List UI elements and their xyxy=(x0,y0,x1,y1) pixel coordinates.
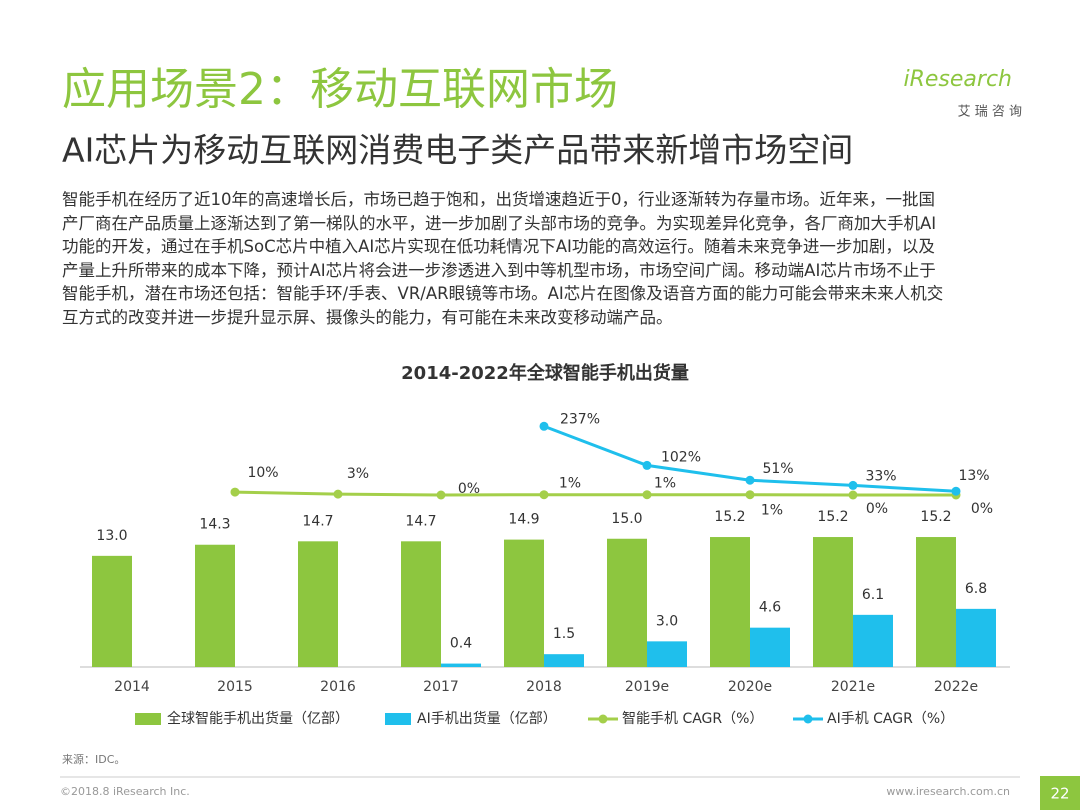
source: 来源：IDC。 xyxy=(62,752,125,766)
line-point xyxy=(848,490,858,500)
legend-label: 智能手机 CAGR（%） xyxy=(622,711,763,727)
paragraph-line: 产量上升所带来的成本下降，预计AI芯片将会进一步渗透进入到中等机型市场，市场空间… xyxy=(62,260,936,280)
value-label: 15.2 xyxy=(920,509,951,525)
bar xyxy=(750,627,790,667)
bar xyxy=(504,539,544,667)
legend-label: AI手机 CAGR（%） xyxy=(827,711,954,727)
value-label: 237% xyxy=(560,411,600,427)
x-tick-label: 2016 xyxy=(320,679,356,695)
legend-swatch xyxy=(385,713,411,725)
bar xyxy=(401,541,441,667)
value-label: 14.3 xyxy=(199,517,230,533)
value-label: 0% xyxy=(866,501,888,517)
value-label: 0% xyxy=(458,481,480,497)
x-tick-label: 2022e xyxy=(934,679,978,695)
value-label: 10% xyxy=(247,465,278,481)
bar xyxy=(607,538,647,667)
value-label: 14.7 xyxy=(405,513,436,529)
x-tick-label: 2017 xyxy=(423,679,459,695)
line-point xyxy=(951,486,961,496)
bar xyxy=(298,541,338,667)
bar xyxy=(853,614,893,667)
paragraph-line: 互方式的改变并进一步提升显示屏、摄像头的能力，有可能在未来改变移动端产品。 xyxy=(62,307,673,327)
chart-title: 2014-2022年全球智能手机出货量 xyxy=(401,362,689,384)
line-point xyxy=(436,490,446,500)
value-label: 33% xyxy=(865,468,896,484)
logo: iResearch xyxy=(904,67,1013,92)
slide-title: 应用场景2：移动互联网市场 xyxy=(62,64,618,115)
value-label: 1% xyxy=(761,503,783,519)
value-label: 15.2 xyxy=(817,509,848,525)
bar xyxy=(813,537,853,667)
line-point xyxy=(745,475,755,485)
value-label: 15.0 xyxy=(611,511,642,527)
value-label: 3% xyxy=(347,466,369,482)
url: www.iresearch.com.cn xyxy=(886,785,1010,798)
value-label: 13.0 xyxy=(96,528,127,544)
value-label: 0% xyxy=(971,501,993,517)
value-label: 1% xyxy=(559,476,581,492)
slide-subtitle: AI芯片为移动互联网消费电子类产品带来新增市场空间 xyxy=(62,131,853,170)
value-label: 102% xyxy=(661,449,701,465)
line-point xyxy=(642,490,652,500)
value-label: 3.0 xyxy=(656,613,678,629)
value-label: 13% xyxy=(958,468,989,484)
value-label: 14.9 xyxy=(508,512,539,528)
line xyxy=(234,490,956,497)
paragraph-line: 智能手机，潜在市场还包括：智能手环/手表、VR/AR眼镜等市场。AI芯片在图像及… xyxy=(62,284,944,303)
bar xyxy=(544,654,584,667)
value-label: 0.4 xyxy=(450,636,472,652)
legend-swatch xyxy=(803,714,813,724)
x-tick-label: 2015 xyxy=(217,679,253,695)
page-badge xyxy=(1040,776,1080,810)
bar xyxy=(710,537,750,667)
bar xyxy=(916,537,956,667)
legend-swatch xyxy=(135,713,161,725)
paragraph-line: 智能手机在经历了近10年的高速增长后，市场已趋于饱和，出货增速趋近于0，行业逐渐… xyxy=(62,190,935,209)
value-label: 15.2 xyxy=(714,509,745,525)
page-number: 22 xyxy=(1050,785,1069,803)
legend-swatch xyxy=(598,714,608,724)
value-label: 51% xyxy=(762,461,793,477)
bar xyxy=(441,663,481,667)
line-point xyxy=(539,490,549,500)
paragraph: 智能手机在经历了近10年的高速增长后，市场已趋于饱和，出货增速趋近于0，行业逐渐… xyxy=(62,188,943,329)
x-tick-label: 2014 xyxy=(114,679,150,695)
legend-label: 全球智能手机出货量（亿部） xyxy=(167,710,349,727)
copyright: ©2018.8 iResearch Inc. xyxy=(60,785,190,798)
x-tick-label: 2018 xyxy=(526,679,562,695)
line-point xyxy=(745,490,755,500)
logo-sub: 艾 瑞 咨 询 xyxy=(958,105,1022,120)
value-label: 6.8 xyxy=(965,581,987,597)
bar xyxy=(92,555,132,667)
paragraph-line: 功能的开发，通过在手机SoC芯片中植入AI芯片实现在低功耗情况下AI功能的高效运… xyxy=(62,237,935,256)
line-point xyxy=(539,421,549,431)
value-label: 4.6 xyxy=(759,600,781,616)
line-point xyxy=(230,487,240,497)
value-label: 6.1 xyxy=(862,587,884,603)
value-label: 1% xyxy=(654,476,676,492)
line-point xyxy=(848,480,858,490)
bar xyxy=(195,544,235,667)
x-tick-label: 2019e xyxy=(625,679,669,695)
x-tick-label: 2021e xyxy=(831,679,875,695)
paragraph-line: 产厂商在产品质量上逐渐达到了第一梯队的水平，进一步加剧了头部市场的竞争。为实现差… xyxy=(62,213,937,233)
bar xyxy=(647,641,687,667)
value-label: 1.5 xyxy=(553,626,575,642)
line-point xyxy=(642,460,652,470)
bar xyxy=(956,608,996,667)
value-label: 14.7 xyxy=(302,513,333,529)
legend-label: AI手机出货量（亿部） xyxy=(417,710,557,727)
line-point xyxy=(333,489,343,499)
x-tick-label: 2020e xyxy=(728,679,772,695)
